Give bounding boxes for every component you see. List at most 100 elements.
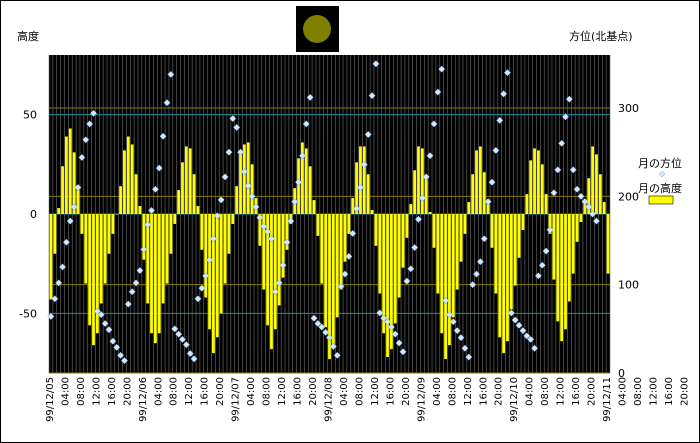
azimuth-point	[554, 166, 562, 174]
azimuth-point	[244, 182, 252, 190]
azimuth-point	[124, 300, 132, 308]
azimuth-point	[155, 164, 163, 172]
y-axis-left-label: 高度	[17, 30, 39, 43]
altitude-bar	[378, 214, 382, 294]
azimuth-point	[453, 327, 461, 335]
azimuth-point	[167, 70, 175, 78]
azimuth-point	[318, 323, 326, 331]
x-tick-label: 12:00	[556, 377, 567, 406]
x-tick-label: 16:00	[478, 377, 489, 406]
azimuth-point	[376, 309, 384, 317]
altitude-bar	[95, 214, 99, 334]
altitude-bar	[277, 214, 281, 306]
azimuth-point	[558, 139, 566, 147]
altitude-bar	[181, 162, 184, 214]
azimuth-point	[507, 309, 515, 317]
azimuth-point	[163, 99, 171, 107]
altitude-bar	[146, 214, 150, 304]
altitude-bar	[587, 178, 591, 214]
azimuth-point	[589, 210, 597, 218]
x-tick-label: 20:00	[587, 377, 598, 406]
altitude-bar	[153, 214, 157, 344]
x-tick-label: 04:00	[246, 377, 257, 406]
azimuth-point	[217, 196, 225, 204]
altitude-bar	[409, 204, 413, 214]
altitude-bar	[239, 154, 242, 214]
x-tick-label: 08:00	[354, 377, 365, 406]
azimuth-point	[302, 120, 310, 128]
azimuth-point	[519, 327, 527, 335]
altitude-bar	[498, 214, 502, 338]
altitude-bar	[65, 136, 68, 214]
x-tick-label: 20:00	[494, 377, 505, 406]
azimuth-point	[360, 160, 368, 169]
altitude-bar	[103, 214, 107, 284]
altitude-bar	[544, 194, 548, 214]
altitude-bar	[200, 214, 204, 250]
azimuth-point	[430, 120, 438, 128]
x-tick-label: 04:00	[153, 377, 164, 406]
altitude-bar	[467, 202, 471, 214]
altitude-bar	[331, 214, 335, 346]
azimuth-point	[206, 256, 214, 264]
azimuth-point	[399, 348, 407, 356]
azimuth-point	[426, 152, 434, 160]
azimuth-point	[298, 152, 306, 160]
azimuth-point	[51, 295, 59, 303]
altitude-bar	[130, 144, 134, 214]
azimuth-point	[480, 235, 488, 243]
azimuth-point	[283, 238, 291, 246]
azimuth-point	[66, 217, 74, 225]
tick-labels: 50 0 -50 300 200 100 0 99/12/05 04:00 08:00 12:00 1…	[19, 102, 690, 422]
x-tick-label: 99/12/10	[509, 377, 520, 422]
altitude-bar	[231, 214, 235, 224]
y-right-tick-label: 0	[618, 367, 625, 380]
azimuth-point	[465, 353, 473, 361]
altitude-bar	[53, 214, 57, 254]
altitude-bar	[312, 200, 316, 214]
x-tick-label: 16:00	[107, 377, 118, 406]
azimuth-point	[577, 192, 585, 200]
altitude-bar	[123, 150, 126, 214]
azimuth-point	[387, 323, 395, 331]
altitude-bar	[223, 214, 227, 284]
azimuth-point	[353, 205, 361, 213]
altitude-bar	[602, 202, 606, 214]
azimuth-point	[461, 344, 469, 352]
azimuth-point	[476, 258, 484, 266]
y-left-tick-label: 50	[23, 109, 37, 122]
moon-phase-panel	[296, 6, 339, 52]
altitude-bar	[351, 198, 355, 214]
azimuth-point	[113, 343, 121, 351]
altitude-bar	[494, 214, 498, 294]
altitude-bar	[598, 174, 602, 214]
azimuth-point	[190, 355, 198, 363]
altitude-bar	[440, 214, 444, 334]
altitude-bar	[270, 214, 273, 350]
altitude-bar	[72, 152, 76, 214]
altitude-bar	[502, 214, 506, 354]
altitude-bar	[482, 172, 486, 214]
altitude-bar	[227, 214, 231, 254]
altitude-bar	[413, 170, 417, 214]
altitude-bar	[428, 212, 432, 214]
altitude-bar	[382, 214, 386, 334]
altitude-bar	[161, 214, 165, 304]
altitude-bar	[575, 214, 579, 242]
altitude-bar	[471, 174, 475, 214]
azimuth-point	[395, 339, 403, 347]
x-tick-label: 20:00	[122, 377, 133, 406]
azimuth-point	[128, 288, 136, 296]
altitude-bar	[355, 162, 358, 214]
azimuth-point	[240, 168, 248, 176]
azimuth-point	[275, 279, 283, 287]
azimuth-point	[565, 95, 573, 103]
altitude-bar	[150, 214, 153, 334]
azimuth-point	[78, 153, 86, 162]
altitude-bar	[366, 174, 370, 214]
altitude-bar	[595, 154, 598, 214]
azimuth-point	[279, 261, 287, 269]
x-tick-label: 99/12/05	[45, 377, 56, 422]
azimuth-point	[178, 335, 187, 343]
